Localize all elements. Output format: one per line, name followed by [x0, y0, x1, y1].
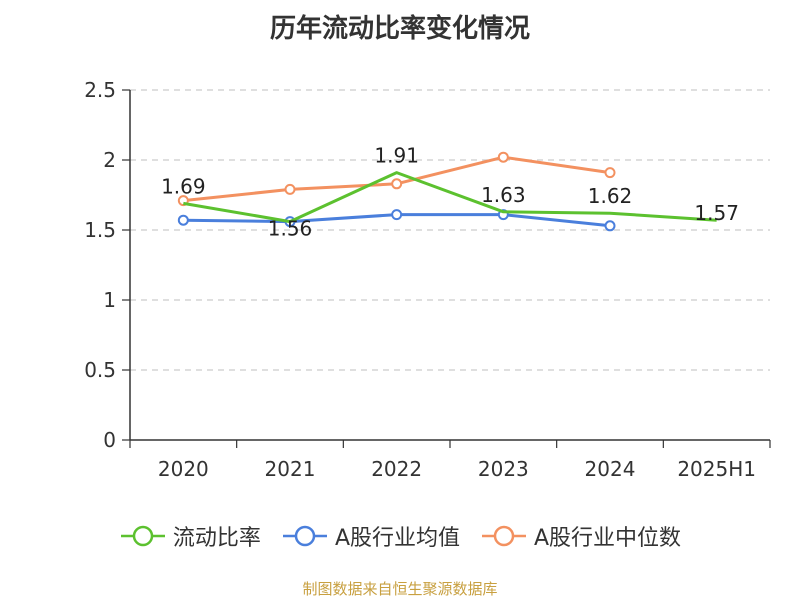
legend-item[interactable]: A股行业中位数	[480, 520, 681, 552]
axes: 0 0.5 1 1.5 2 2.5 2020 2021 2022 2023 2024 2025H1	[84, 78, 771, 481]
y-tick-label: 0	[103, 428, 116, 452]
data-point	[177, 214, 189, 226]
series-line	[183, 171, 717, 224]
data-labels: 1.69 1.56 1.91 1.63 1.62 1.57	[161, 144, 739, 241]
x-tick-label: 2020	[158, 457, 209, 481]
data-label: 1.57	[694, 201, 739, 225]
data-point	[497, 151, 509, 163]
legend-swatch-icon	[282, 525, 327, 547]
legend: 流动比率 A股行业均值 A股行业中位数	[0, 520, 800, 552]
y-tick-label: 2.5	[84, 78, 116, 102]
y-tick-label: 2	[103, 148, 116, 172]
legend-item[interactable]: A股行业均值	[281, 520, 460, 552]
data-point	[604, 167, 616, 179]
series-lines	[177, 151, 717, 232]
data-label: 1.63	[481, 183, 526, 207]
data-point	[604, 220, 616, 232]
legend-label: 流动比率	[172, 526, 261, 551]
data-label: 1.62	[588, 184, 633, 208]
source-note: 制图数据来自恒生聚源数据库	[302, 580, 498, 598]
x-tick-label: 2023	[478, 457, 529, 481]
data-point	[284, 183, 296, 195]
data-point	[391, 178, 403, 190]
legend-swatch-icon	[482, 525, 526, 547]
x-tick-label: 2025H1	[677, 457, 756, 481]
x-tick-label: 2022	[371, 457, 422, 481]
grid-lines	[130, 89, 770, 371]
legend-item[interactable]: 流动比率	[119, 520, 261, 552]
y-tick-label: 0.5	[84, 358, 116, 382]
data-label: 1.56	[268, 217, 313, 241]
data-point	[391, 209, 403, 221]
x-tick-label: 2024	[585, 457, 636, 481]
legend-label: A股行业均值	[334, 526, 460, 551]
y-tick-label: 1	[103, 288, 116, 312]
y-tick-label: 1.5	[84, 218, 116, 242]
legend-label: A股行业中位数	[534, 526, 682, 551]
data-label: 1.91	[374, 144, 419, 168]
x-tick-label: 2021	[265, 457, 316, 481]
chart-title: 历年流动比率变化情况	[269, 14, 530, 44]
data-label: 1.69	[161, 174, 206, 198]
legend-swatch-icon	[120, 525, 165, 547]
